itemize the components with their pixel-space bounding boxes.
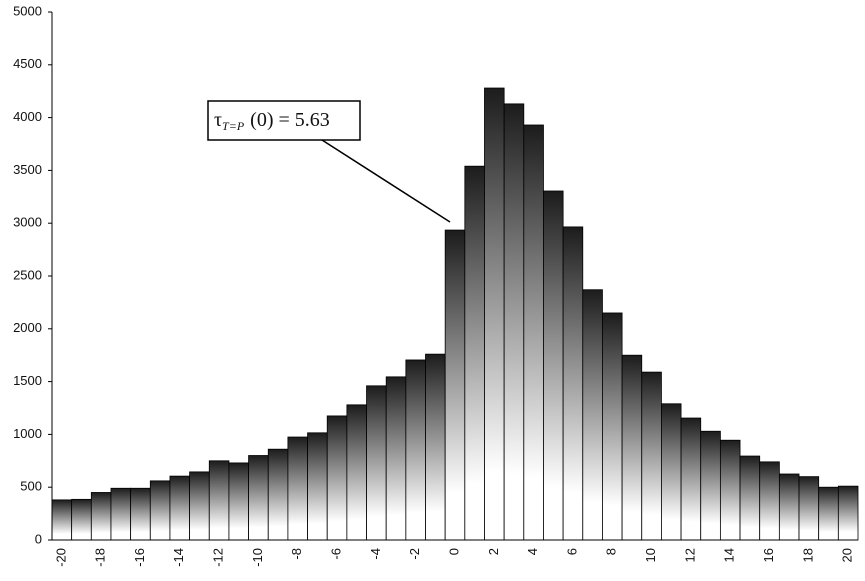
bar [189, 471, 210, 541]
bar [719, 439, 741, 541]
bar [739, 455, 761, 541]
x-tick-label: 4 [525, 548, 540, 555]
annotation-box [207, 100, 361, 141]
x-tick-label: 18 [800, 548, 815, 562]
bar [798, 476, 820, 541]
y-tick-label: 5000 [13, 3, 42, 18]
annotation-pointer [321, 139, 451, 223]
x-tick-label: 16 [761, 548, 776, 562]
bar [661, 403, 682, 541]
annotation-subscript: T=P [222, 119, 245, 133]
bar [543, 190, 564, 541]
bar [484, 87, 505, 541]
x-tick-label: -10 [250, 548, 265, 567]
bar [818, 486, 839, 541]
bar [208, 460, 230, 541]
bar [385, 376, 407, 541]
bar [621, 354, 643, 541]
bar [90, 492, 112, 541]
y-tick-label: 0 [35, 531, 42, 546]
x-tick-label: -20 [53, 548, 68, 567]
x-tick-label: -2 [407, 548, 422, 560]
annotation-text: (0) = 5.63 [250, 109, 330, 131]
bar [641, 371, 662, 541]
y-tick-label: 3000 [13, 215, 42, 230]
bar [562, 226, 584, 541]
bar [602, 312, 623, 541]
bar [837, 485, 859, 541]
x-tick-label: 20 [840, 548, 855, 562]
bar [582, 289, 603, 541]
bar [346, 404, 367, 541]
x-tick-label: 12 [682, 548, 697, 562]
bar [307, 432, 328, 541]
annotation: τT=P (0) = 5.63 [214, 109, 330, 133]
x-tick-label: 14 [722, 548, 737, 562]
x-tick-label: -14 [171, 548, 186, 567]
x-tick-label: -8 [289, 548, 304, 560]
y-tick-label: 1500 [13, 373, 42, 388]
bar [228, 462, 249, 541]
bar [51, 499, 73, 541]
bar [130, 487, 151, 541]
x-tick-label: 8 [604, 548, 619, 555]
x-tick-label: -12 [211, 548, 226, 567]
y-tick-label: 4500 [13, 56, 42, 71]
x-tick-label: -4 [368, 548, 383, 560]
bar [680, 417, 702, 541]
bar [287, 436, 308, 541]
x-tick-label: 0 [446, 548, 461, 555]
bar [248, 455, 269, 541]
bar [759, 461, 780, 541]
y-tick-label: 2000 [13, 320, 42, 335]
y-tick-label: 500 [20, 479, 42, 494]
bar [149, 480, 171, 541]
bar [464, 165, 485, 541]
bar [366, 385, 387, 541]
annotation-symbol: τ [214, 109, 222, 131]
y-tick-label: 2500 [13, 267, 42, 282]
bar [425, 353, 446, 541]
bar [444, 229, 466, 541]
y-tick-label: 1000 [13, 426, 42, 441]
bar [778, 473, 800, 541]
x-tick-label: 2 [486, 548, 501, 555]
x-tick-label: 6 [564, 548, 579, 555]
bar [503, 103, 525, 541]
bar [523, 124, 544, 541]
y-tick-label: 4000 [13, 109, 42, 124]
bar [326, 415, 348, 541]
bar [267, 448, 289, 541]
bar [169, 475, 191, 541]
x-tick-label: -18 [93, 548, 108, 567]
x-tick-label: -16 [132, 548, 147, 567]
bar [71, 498, 92, 541]
bar [700, 430, 721, 541]
x-tick-label: -6 [328, 548, 343, 560]
y-tick-label: 3500 [13, 162, 42, 177]
bar [110, 487, 132, 541]
x-tick-label: 10 [643, 548, 658, 562]
bar [405, 359, 426, 541]
